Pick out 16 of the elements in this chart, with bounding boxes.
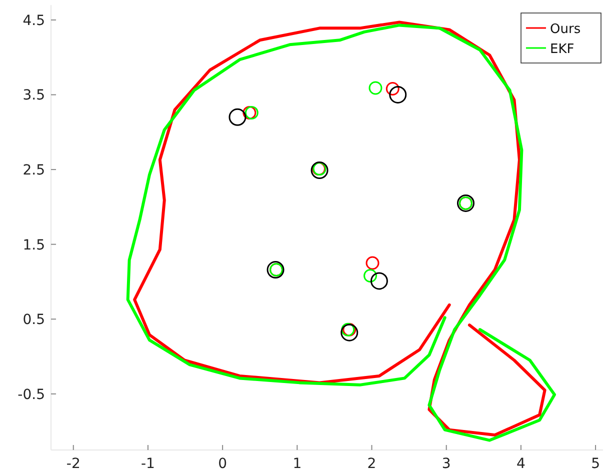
x-tick-label: 5 — [591, 456, 600, 472]
y-tick-label: 3.5 — [22, 88, 45, 104]
x-tick-label: 1 — [292, 456, 302, 472]
legend-label: Ours — [550, 22, 581, 37]
y-tick-label: -0.5 — [18, 386, 45, 403]
x-tick-label: 4 — [516, 456, 526, 472]
x-tick-label: -1 — [140, 456, 155, 472]
legend-label: EKF — [550, 42, 574, 57]
x-tick-label: 0 — [218, 456, 228, 472]
y-tick-label: 4.5 — [22, 12, 45, 29]
x-tick-label: -2 — [66, 456, 80, 472]
x-tick-label: 3 — [442, 456, 451, 472]
y-tick-label: 2.5 — [22, 162, 45, 179]
y-tick-label: 0.5 — [22, 312, 45, 328]
y-tick-label: 1.5 — [22, 237, 45, 254]
x-tick-label: 2 — [367, 456, 376, 472]
